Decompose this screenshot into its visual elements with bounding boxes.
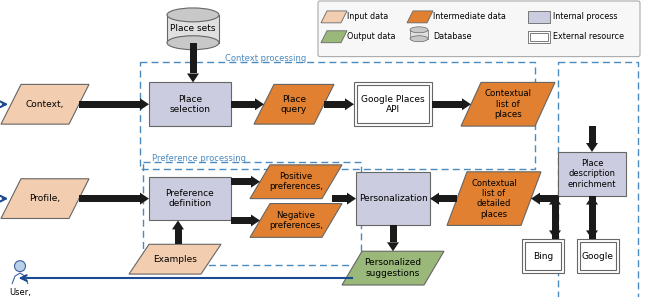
Polygon shape [251, 214, 260, 226]
Polygon shape [342, 251, 444, 285]
Bar [551, 205, 559, 239]
Text: Context processing: Context processing [225, 54, 306, 62]
Bar [551, 196, 559, 231]
Text: Input data: Input data [347, 12, 388, 22]
Text: Place
description
enrichment: Place description enrichment [568, 159, 616, 189]
Polygon shape [321, 11, 347, 23]
Text: Examples: Examples [153, 255, 197, 264]
Bar [525, 242, 561, 270]
Circle shape [14, 261, 26, 271]
Text: Context,: Context, [26, 100, 64, 109]
Bar [410, 30, 428, 39]
Text: Contextual
list of
detailed
places: Contextual list of detailed places [471, 179, 517, 219]
Text: Contextual
list of
places: Contextual list of places [484, 89, 531, 119]
Bar [522, 239, 564, 273]
Bar [580, 242, 616, 270]
Polygon shape [129, 244, 221, 274]
Polygon shape [250, 204, 342, 237]
Polygon shape [531, 193, 540, 205]
Bar [231, 217, 251, 224]
Text: Preference
definition: Preference definition [166, 189, 214, 208]
Bar [432, 101, 462, 108]
Text: Google: Google [582, 252, 614, 261]
Polygon shape [407, 11, 433, 23]
Polygon shape [462, 98, 471, 110]
Bar [324, 101, 345, 108]
Ellipse shape [167, 36, 219, 50]
Bar [390, 225, 397, 242]
Text: Place
query: Place query [281, 94, 307, 114]
Bar [528, 31, 550, 43]
Text: Google Places
API: Google Places API [361, 94, 425, 114]
Bar [231, 101, 255, 108]
Bar [540, 195, 558, 202]
Polygon shape [255, 98, 264, 110]
Polygon shape [251, 176, 260, 188]
Polygon shape [387, 242, 399, 251]
Polygon shape [250, 165, 342, 199]
Text: Personalized
suggestions: Personalized suggestions [364, 258, 422, 278]
Bar [528, 11, 550, 23]
Bar [439, 195, 457, 202]
Polygon shape [187, 74, 199, 83]
Text: User,: User, [9, 288, 31, 297]
Bar [149, 83, 231, 126]
Text: Output data: Output data [347, 32, 395, 41]
Polygon shape [321, 31, 347, 43]
Bar [149, 177, 231, 220]
Polygon shape [461, 83, 555, 126]
Bar [354, 83, 432, 126]
Text: Personalization: Personalization [359, 194, 428, 203]
Polygon shape [140, 98, 149, 110]
Text: Internal process: Internal process [553, 12, 617, 22]
Bar [79, 195, 140, 202]
Polygon shape [549, 231, 561, 239]
Polygon shape [345, 98, 354, 110]
Bar [356, 172, 430, 225]
Text: Bing: Bing [533, 252, 553, 261]
Text: External resource: External resource [553, 32, 624, 41]
Bar [190, 43, 197, 74]
Polygon shape [254, 84, 334, 124]
Bar [577, 239, 619, 273]
Text: Preference processing: Preference processing [152, 154, 246, 163]
Text: Positive
preferences,: Positive preferences, [269, 172, 323, 191]
Bar [357, 86, 429, 123]
Bar [175, 229, 181, 244]
Bar [167, 15, 219, 43]
Polygon shape [586, 143, 598, 152]
Polygon shape [1, 179, 89, 219]
Polygon shape [586, 196, 598, 205]
Text: Negative
preferences,: Negative preferences, [269, 211, 323, 230]
Polygon shape [549, 196, 561, 205]
Text: Place sets: Place sets [170, 24, 215, 33]
Polygon shape [140, 193, 149, 205]
Ellipse shape [410, 27, 428, 33]
Text: Profile,: Profile, [30, 194, 61, 203]
Bar [79, 101, 140, 108]
Bar [588, 205, 595, 239]
Polygon shape [1, 84, 89, 124]
Bar [332, 195, 347, 202]
Polygon shape [447, 172, 541, 225]
Text: Database: Database [433, 32, 471, 41]
Ellipse shape [167, 8, 219, 22]
Text: Place
selection: Place selection [170, 94, 210, 114]
Bar [558, 152, 626, 196]
Text: Intermediate data: Intermediate data [433, 12, 506, 22]
Polygon shape [430, 193, 439, 205]
Polygon shape [586, 231, 598, 239]
Bar [588, 126, 595, 143]
Ellipse shape [410, 36, 428, 42]
Polygon shape [172, 220, 184, 229]
Bar [588, 196, 595, 231]
Bar [231, 178, 251, 185]
FancyBboxPatch shape [318, 1, 640, 57]
Bar [530, 33, 548, 41]
Polygon shape [347, 193, 356, 205]
